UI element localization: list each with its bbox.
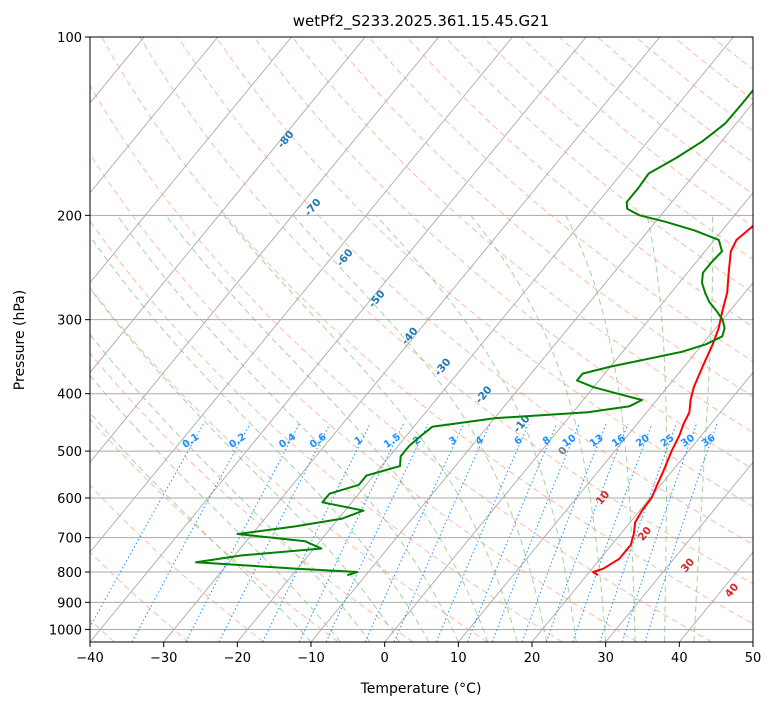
x-tick-label: −10	[297, 651, 324, 666]
y-tick-label: 500	[57, 445, 82, 460]
y-tick-label: 100	[57, 31, 82, 46]
x-tick-label: 50	[745, 651, 762, 666]
y-tick-label: 900	[57, 596, 82, 611]
x-axis-label: Temperature (°C)	[360, 681, 482, 697]
x-tick-label: 30	[597, 651, 614, 666]
y-tick-label: 400	[57, 388, 82, 403]
y-tick-label: 600	[57, 492, 82, 507]
y-tick-label: 800	[57, 566, 82, 581]
y-tick-label: 1000	[49, 623, 82, 638]
x-tick-label: −20	[224, 651, 251, 666]
x-tick-label: 40	[671, 651, 688, 666]
chart-title: wetPf2_S233.2025.361.15.45.G21	[293, 12, 549, 31]
x-tick-label: −30	[150, 651, 177, 666]
x-tick-label: 20	[524, 651, 541, 666]
x-tick-label: 0	[381, 651, 389, 666]
y-tick-label: 700	[57, 532, 82, 547]
x-tick-label: 10	[450, 651, 467, 666]
y-tick-label: 300	[57, 314, 82, 329]
y-axis-label: Pressure (hPa)	[12, 290, 28, 390]
x-tick-label: −40	[76, 651, 103, 666]
y-tick-label: 200	[57, 209, 82, 224]
